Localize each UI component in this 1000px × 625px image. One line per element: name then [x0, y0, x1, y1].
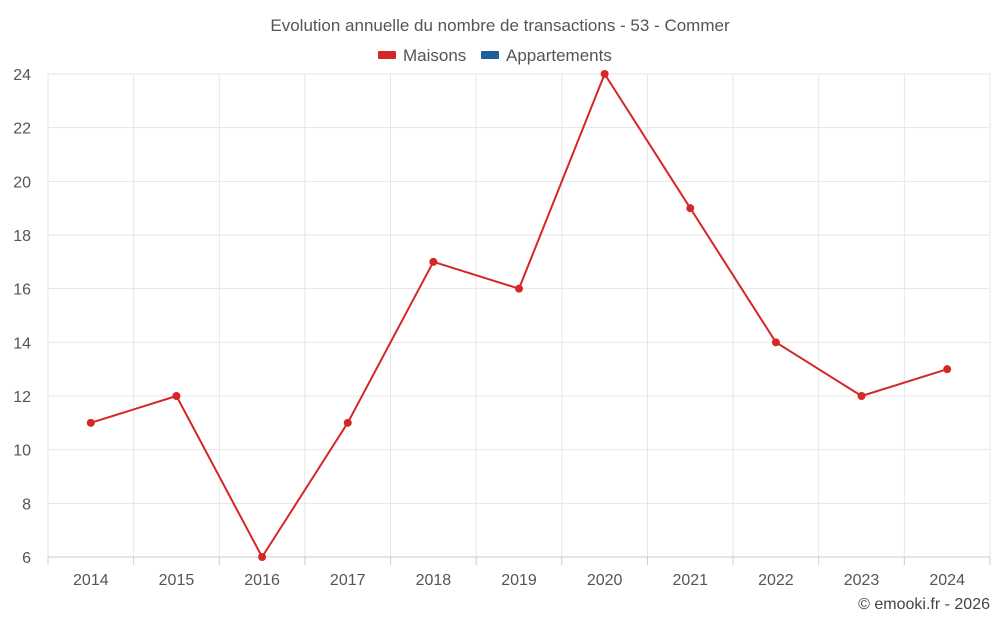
data-point-maisons[interactable] — [258, 553, 267, 561]
data-point-maisons[interactable] — [857, 392, 866, 400]
x-tick-label: 2016 — [244, 572, 280, 589]
legend-label-maisons: Maisons — [403, 46, 466, 65]
y-tick-label: 18 — [13, 228, 31, 245]
chart-title: Evolution annuelle du nombre de transact… — [270, 16, 730, 35]
series-maisons — [86, 70, 952, 561]
legend-swatch-maisons — [378, 51, 396, 59]
y-tick-label: 12 — [13, 389, 31, 406]
x-tick-label: 2015 — [159, 572, 195, 589]
data-point-maisons[interactable] — [686, 204, 695, 213]
data-point-maisons[interactable] — [429, 257, 438, 266]
x-tick-label: 2023 — [844, 572, 880, 589]
y-tick-label: 24 — [13, 67, 31, 84]
x-tick-label: 2014 — [73, 572, 109, 589]
credit-text: © emooki.fr - 2026 — [858, 596, 990, 613]
legend-item-appartements[interactable]: Appartements — [481, 46, 612, 65]
y-tick-label: 16 — [13, 282, 31, 299]
data-point-maisons[interactable] — [771, 338, 780, 347]
x-tick-label: 2018 — [416, 572, 452, 589]
x-tick-label: 2019 — [501, 572, 537, 589]
legend-item-maisons[interactable]: Maisons — [378, 46, 466, 65]
y-tick-label: 6 — [22, 550, 31, 567]
legend-label-appartements: Appartements — [506, 46, 612, 65]
data-point-maisons[interactable] — [86, 418, 95, 427]
y-tick-label: 20 — [13, 174, 31, 191]
x-tick-label: 2020 — [587, 572, 623, 589]
x-tick-label: 2024 — [929, 572, 965, 589]
data-point-maisons[interactable] — [515, 284, 523, 293]
data-point-maisons[interactable] — [943, 365, 952, 374]
y-tick-label: 22 — [13, 121, 31, 138]
y-tick-label: 8 — [22, 496, 31, 513]
y-tick-label: 10 — [13, 443, 31, 460]
legend: Maisons Appartements — [378, 46, 612, 65]
legend-swatch-appartements — [481, 51, 499, 59]
data-point-maisons[interactable] — [172, 392, 181, 400]
x-tick-label: 2021 — [672, 572, 708, 589]
data-point-maisons[interactable] — [600, 70, 609, 78]
data-point-maisons[interactable] — [343, 418, 352, 427]
y-tick-label: 14 — [13, 335, 31, 352]
x-tick-label: 2022 — [758, 572, 794, 589]
x-tick-label: 2017 — [330, 572, 366, 589]
gridlines — [47, 73, 991, 557]
